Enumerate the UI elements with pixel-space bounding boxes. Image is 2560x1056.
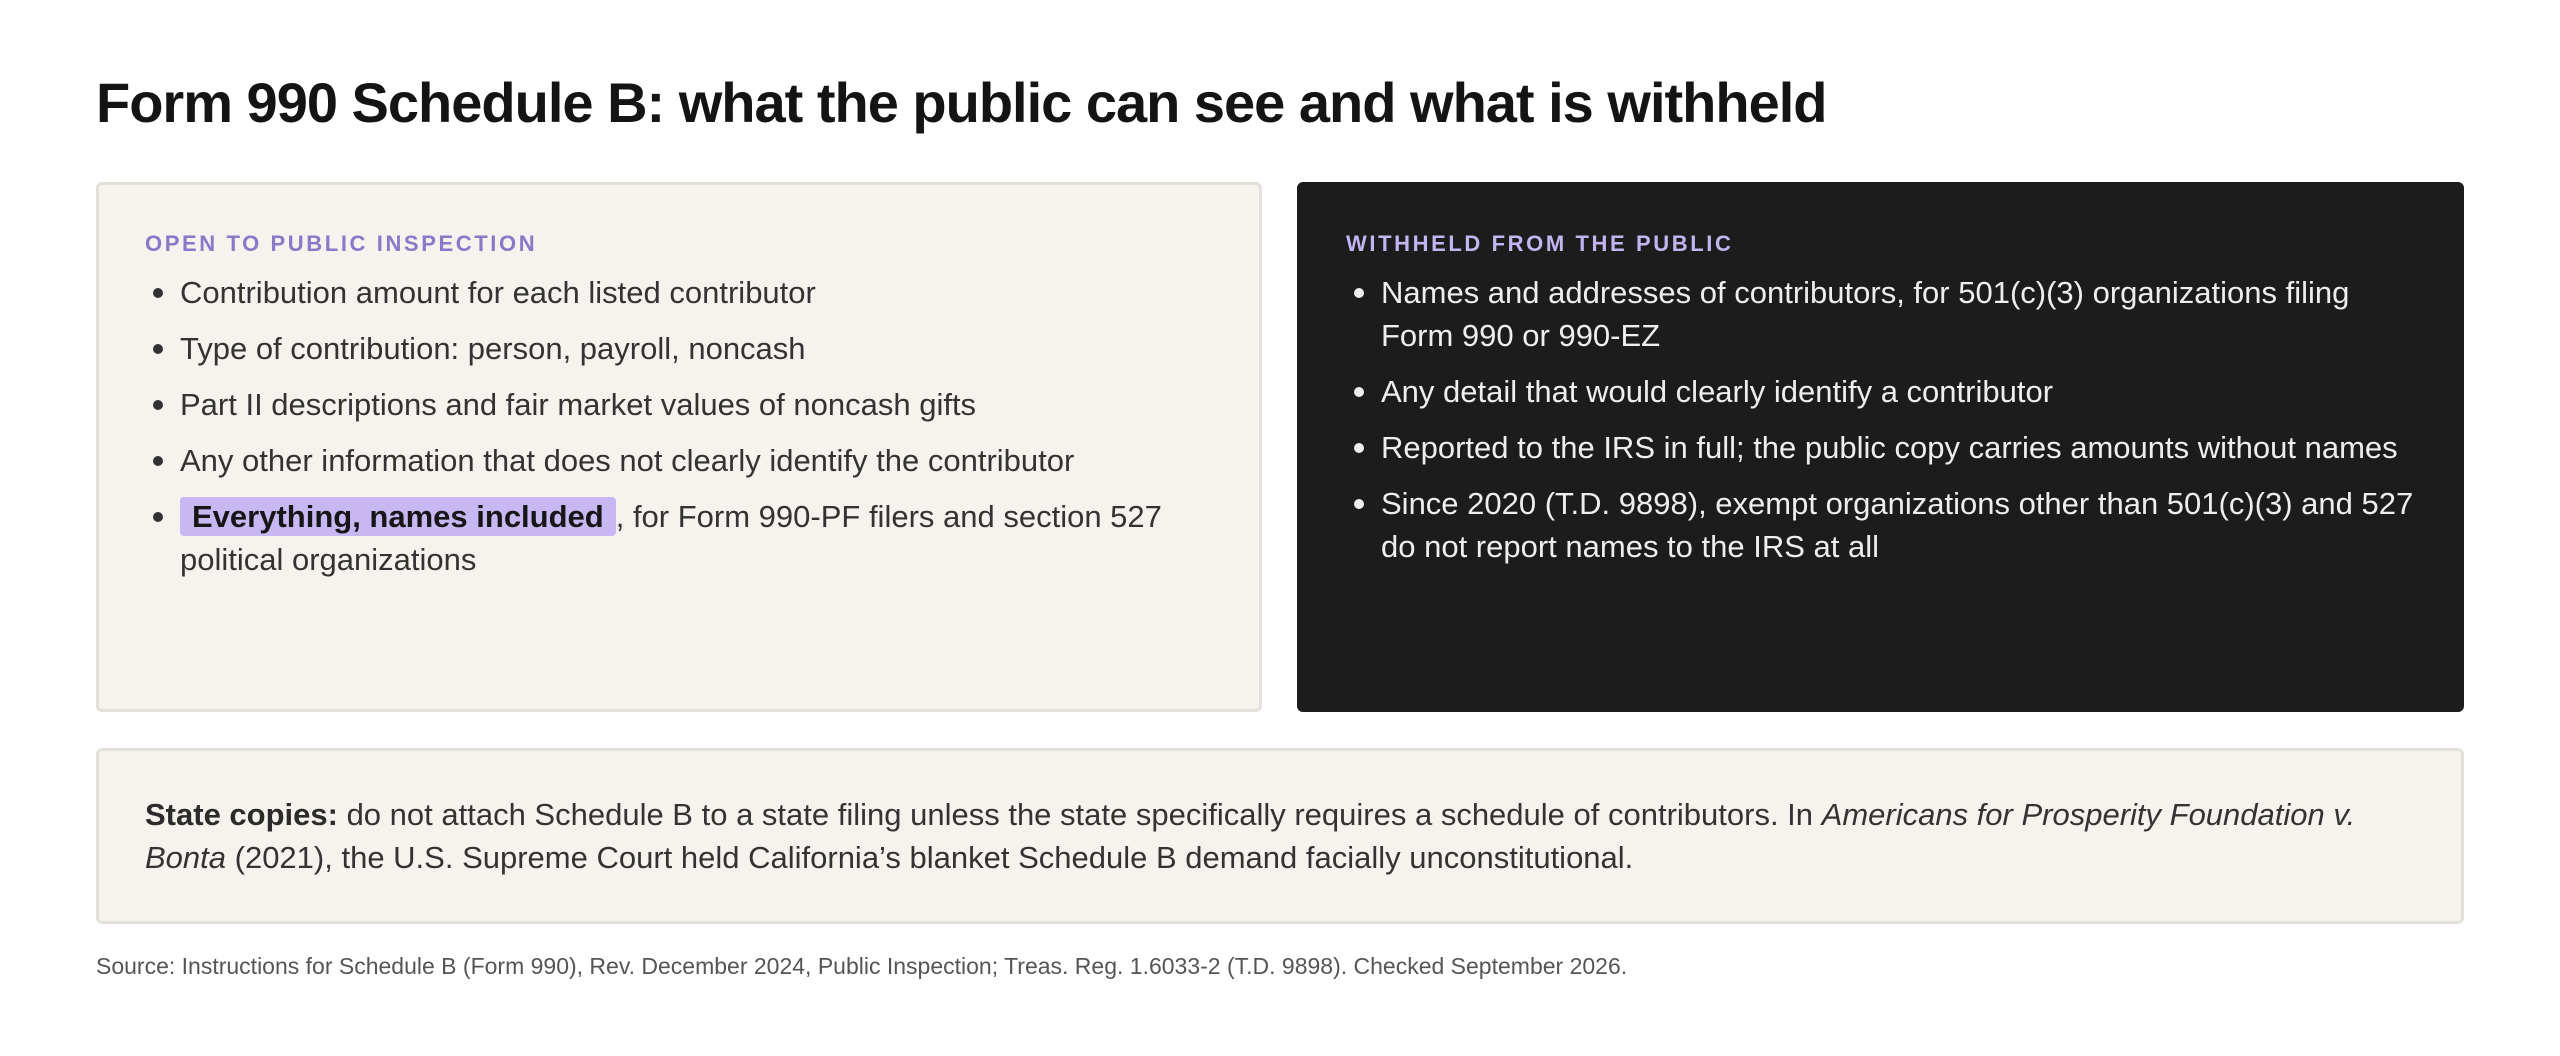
list-item-text: Reported to the IRS in full; the public … bbox=[1381, 430, 2398, 465]
withheld-items-list: Names and addresses of contributors, for… bbox=[1346, 271, 2415, 568]
note-text-before: do not attach Schedule B to a state fili… bbox=[337, 797, 1822, 832]
withheld-panel: WITHHELD FROM THE PUBLIC Names and addre… bbox=[1297, 182, 2464, 712]
bullet-icon bbox=[153, 400, 163, 410]
note-text-after: (2021), the U.S. Supreme Court held Cali… bbox=[226, 840, 1634, 875]
source-footnote: Source: Instructions for Schedule B (For… bbox=[96, 953, 1628, 979]
public-panel-label: OPEN TO PUBLIC INSPECTION bbox=[145, 231, 538, 256]
case-name: Americans for Prosperity Foundation v. B… bbox=[145, 797, 2356, 875]
withheld-panel-label: WITHHELD FROM THE PUBLIC bbox=[1346, 231, 1734, 256]
list-item-highlighted: Everything, names included, for Form 990… bbox=[145, 495, 1213, 581]
public-items-list: Contribution amount for each listed cont… bbox=[145, 271, 1213, 581]
page-title: Form 990 Schedule B: what the public can… bbox=[96, 71, 1827, 134]
state-copies-note: State copies: do not attach Schedule B t… bbox=[96, 748, 2464, 924]
list-item: Contribution amount for each listed cont… bbox=[145, 271, 1213, 314]
list-item-text: Type of contribution: person, payroll, n… bbox=[180, 331, 806, 366]
bullet-icon bbox=[1354, 387, 1364, 397]
list-item: Part II descriptions and fair market val… bbox=[145, 383, 1213, 426]
list-item: Names and addresses of contributors, for… bbox=[1346, 271, 2415, 357]
public-inspection-panel: OPEN TO PUBLIC INSPECTION Contribution a… bbox=[96, 182, 1262, 712]
note-lead: State copies: bbox=[145, 797, 338, 832]
bullet-icon bbox=[1354, 443, 1364, 453]
list-item-text: Any detail that would clearly identify a… bbox=[1381, 374, 2054, 409]
bullet-icon bbox=[1354, 499, 1364, 509]
comparison-panels: OPEN TO PUBLIC INSPECTION Contribution a… bbox=[96, 182, 2464, 712]
highlight-badge: Everything, names included bbox=[180, 497, 616, 536]
list-item-text: Contribution amount for each listed cont… bbox=[180, 275, 816, 310]
bullet-icon bbox=[153, 512, 163, 522]
list-item: Any detail that would clearly identify a… bbox=[1346, 370, 2415, 413]
bullet-icon bbox=[153, 344, 163, 354]
list-item-text: , for Form 990-PF filers and section 527… bbox=[180, 499, 1162, 577]
list-item: Type of contribution: person, payroll, n… bbox=[145, 327, 1213, 370]
bullet-icon bbox=[153, 288, 163, 298]
list-item-text: Part II descriptions and fair market val… bbox=[180, 387, 977, 422]
list-item-text: Any other information that does not clea… bbox=[180, 443, 1075, 478]
bullet-icon bbox=[1354, 288, 1364, 298]
list-item: Reported to the IRS in full; the public … bbox=[1346, 426, 2415, 469]
list-item-text: Since 2020 (T.D. 9898), exempt organizat… bbox=[1381, 486, 2414, 564]
list-item: Since 2020 (T.D. 9898), exempt organizat… bbox=[1346, 482, 2415, 568]
list-item: Any other information that does not clea… bbox=[145, 439, 1213, 482]
bullet-icon bbox=[153, 456, 163, 466]
list-item-text: Names and addresses of contributors, for… bbox=[1381, 275, 2350, 353]
